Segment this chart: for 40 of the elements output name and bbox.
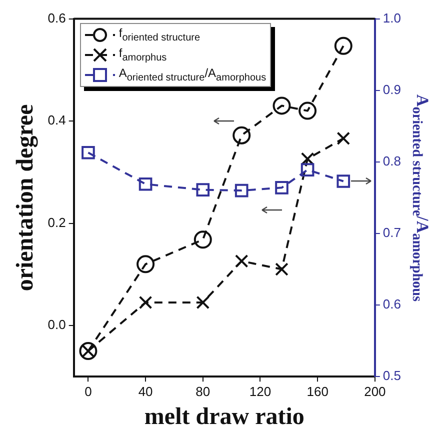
x-tick-label: 80 xyxy=(196,384,210,399)
y-tick-label: 0.2 xyxy=(48,214,66,230)
point xyxy=(300,163,314,176)
point xyxy=(194,230,212,249)
point xyxy=(300,152,314,166)
y-axis-title: orientation degree xyxy=(12,104,39,292)
point xyxy=(196,183,210,196)
point xyxy=(138,177,152,191)
x-tick-label: 40 xyxy=(138,384,153,399)
point xyxy=(336,174,350,188)
x-tick-label: 120 xyxy=(249,384,272,399)
point xyxy=(234,184,248,198)
point xyxy=(196,296,210,310)
point xyxy=(234,254,248,268)
point xyxy=(272,96,291,115)
x-axis-title: melt draw ratio xyxy=(144,404,304,430)
legend-label: A$_{oriented structure}$/A$_{amorphous}$ xyxy=(118,66,266,83)
x-tick-label: 0 xyxy=(84,384,92,399)
point xyxy=(138,296,152,310)
point xyxy=(82,146,95,160)
legend-label: f$_{oriented structure}$ xyxy=(118,26,200,43)
point xyxy=(336,132,350,146)
y-tick-label: 0.0 xyxy=(48,317,66,332)
y2-tick-label: 0.8 xyxy=(382,154,402,168)
point xyxy=(275,181,288,194)
point xyxy=(232,126,251,144)
legend-label: f$_{amorphus}$ xyxy=(118,46,167,63)
point xyxy=(298,102,317,120)
point xyxy=(334,36,352,55)
y-tick-label: 0.6 xyxy=(48,10,66,26)
x-tick-label: 160 xyxy=(306,384,328,399)
point xyxy=(136,255,155,274)
y2-tick-label: 0.9 xyxy=(382,82,402,97)
y2-tick-label: 0.7 xyxy=(382,225,402,240)
x-tick-label: 200 xyxy=(364,384,386,399)
y2-tick-label: 1.0 xyxy=(382,10,402,26)
y2-tick-label: 0.6 xyxy=(382,296,402,312)
y-tick-label: 0.4 xyxy=(48,112,66,128)
y2-tick-label: 0.5 xyxy=(382,368,402,384)
point xyxy=(275,262,288,276)
